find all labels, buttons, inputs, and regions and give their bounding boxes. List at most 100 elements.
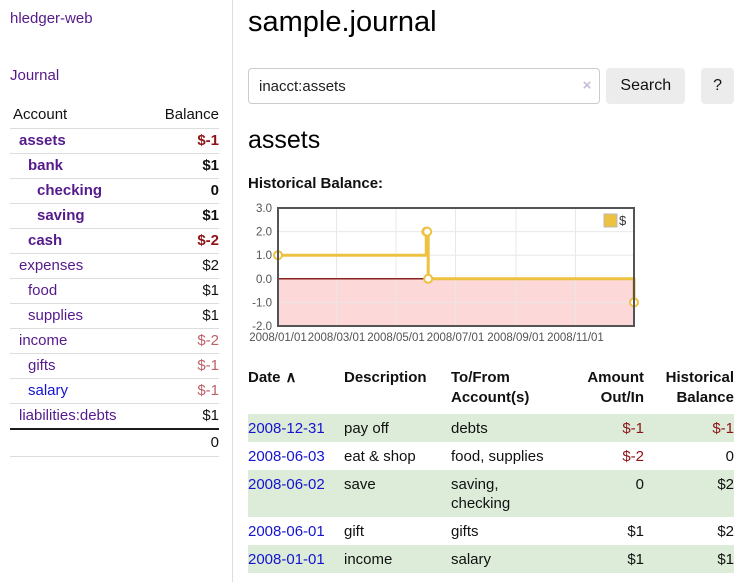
transaction-amount: $-1 [622,420,644,437]
account-row: cash $-2 [10,228,219,254]
transaction-date-link[interactable]: 2008-01-01 [248,551,325,568]
register-row: 2008-01-01 income salary $1 $1 [248,545,734,573]
register-header-amount: Amount Out/In [587,369,644,406]
account-link-saving[interactable]: saving [37,207,85,224]
account-balance: $-2 [145,328,219,354]
account-tree: Account Balance assets $-1 bank $1 checking 0… [10,103,219,457]
svg-text:0.0: 0.0 [256,274,272,286]
data-point-marker [422,226,433,237]
account-link-salary[interactable]: salary [28,382,69,399]
account-row: saving $1 [10,203,219,229]
account-balance: $-1 [145,353,219,379]
account-balance: $2 [145,253,219,279]
account-balance: $1 [145,153,219,179]
svg-text:2008/07/01: 2008/07/01 [427,332,485,344]
account-row: expenses $2 [10,253,219,279]
register-header-date[interactable]: Date ∧ [248,369,297,386]
page-title: sample.journal [248,6,437,38]
account-row: liabilities:debts $1 [10,403,219,429]
transaction-accounts: gifts [451,523,479,540]
search-input[interactable] [248,68,601,104]
account-link-gifts[interactable]: gifts [28,357,56,374]
transaction-date-link[interactable]: 2008-06-02 [248,476,325,493]
transaction-accounts: debts [451,420,488,437]
account-balance: $-1 [145,128,219,154]
transaction-date-link[interactable]: 2008-06-03 [248,448,325,465]
brand-link[interactable]: hledger-web [10,10,93,27]
account-link-expenses[interactable]: expenses [19,257,84,274]
register-row: 2008-06-02 save saving, checking 0 $2 [248,470,734,517]
account-balance: $-2 [145,228,219,254]
register-row: 2008-06-03 eat & shop food, supplies $-2 0 [248,442,734,470]
account-link-checking[interactable]: checking [37,182,103,199]
svg-text:2008/05/01: 2008/05/01 [367,332,425,344]
account-tree-body: assets $-1 bank $1 checking 0 saving $1 cash $-2 e… [10,128,219,429]
svg-text:3.0: 3.0 [256,203,272,215]
svg-text:-1.0: -1.0 [252,297,272,309]
legend-swatch [603,213,618,228]
account-column-header: Account [13,106,68,123]
account-total-row: 0 [10,428,219,457]
transaction-amount: $-2 [622,448,644,465]
account-link-bank[interactable]: bank [28,157,64,174]
account-balance: $1 [145,278,219,304]
transaction-balance: $2 [717,523,734,540]
sort-ascending-icon: ∧ [285,369,297,386]
svg-text:2008/11/01: 2008/11/01 [547,332,604,344]
svg-text:2008/03/01: 2008/03/01 [308,332,366,344]
balance-column-header: Balance [164,106,219,123]
transaction-balance: $-1 [712,420,734,437]
transaction-amount: $1 [627,551,644,568]
register-header-accounts: To/From Account(s) [451,369,530,406]
search-help-button[interactable]: ? [701,68,734,104]
svg-text:2008/01/01: 2008/01/01 [249,332,307,344]
account-link-cash[interactable]: cash [28,232,63,249]
transaction-date-link[interactable]: 2008-06-01 [248,523,325,540]
transaction-description: income [344,551,393,568]
account-row: salary $-1 [10,378,219,404]
account-link-liabilities-debts[interactable]: liabilities:debts [19,407,117,424]
account-balance: $-1 [145,378,219,404]
transaction-description: eat & shop [344,448,416,465]
transaction-accounts: food, supplies [451,448,544,465]
account-balance: $1 [145,203,219,229]
legend-label: $ [619,213,627,228]
account-row: gifts $-1 [10,353,219,379]
transaction-balance: $1 [717,551,734,568]
account-link-supplies[interactable]: supplies [28,307,84,324]
account-balance: 0 [145,178,219,204]
chart-title: Historical Balance: [248,175,384,192]
transaction-description: gift [344,523,365,540]
nav-journal-link[interactable]: Journal [10,67,60,84]
transaction-description: save [344,476,376,493]
transaction-date-link[interactable]: 2008-12-31 [248,420,325,437]
account-total-value: 0 [145,428,219,457]
historical-balance-chart[interactable]: $3.0 2.0 1.0 0.0 -1.0 -2.0 2008/01/01 2008/03/0… [248,203,639,345]
transaction-accounts: saving, checking [451,476,511,512]
register-header-balance: Historical Balance [665,369,734,406]
account-link-assets[interactable]: assets [19,132,66,149]
account-balance: $1 [145,403,219,429]
account-link-income[interactable]: income [19,332,68,349]
account-row: checking 0 [10,178,219,204]
svg-text:2008/09/01: 2008/09/01 [487,332,545,344]
register-body: 2008-12-31 pay off debts $-1 $-1 2008-06-03 ea… [248,414,734,573]
svg-text:2.0: 2.0 [256,227,272,239]
account-link-food[interactable]: food [28,282,58,299]
transaction-description: pay off [344,420,389,437]
svg-text:1.0: 1.0 [256,250,272,262]
main-content: sample.journal × Search ? assets Histori… [248,0,734,573]
transaction-amount: $1 [627,523,644,540]
account-row: assets $-1 [10,128,219,154]
transaction-accounts: salary [451,551,492,568]
sidebar: hledger-web Journal Account Balance asse… [0,0,233,582]
clear-search-icon[interactable]: × [582,77,592,94]
account-balance: $1 [145,303,219,329]
data-point-marker [423,273,434,284]
transaction-amount: 0 [635,476,644,493]
account-heading: assets [248,126,321,154]
search-button[interactable]: Search [606,68,686,104]
account-row: supplies $1 [10,303,219,329]
svg-text:-2.0: -2.0 [252,321,272,333]
